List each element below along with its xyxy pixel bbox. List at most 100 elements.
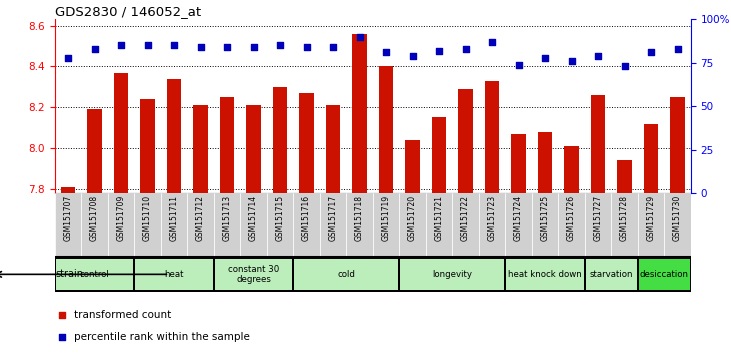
Point: [618, 63, 630, 69]
Point: [168, 42, 180, 48]
Text: constant 30
degrees: constant 30 degrees: [228, 265, 279, 284]
Text: control: control: [80, 270, 110, 279]
Bar: [507, 259, 584, 290]
Text: GSM151730: GSM151730: [673, 195, 682, 241]
Text: desiccation: desiccation: [640, 270, 689, 279]
Bar: [401, 259, 504, 290]
Point: [380, 50, 392, 55]
Text: starvation: starvation: [589, 270, 633, 279]
Text: heat knock down: heat knock down: [508, 270, 582, 279]
Text: GSM151714: GSM151714: [249, 195, 258, 241]
Bar: [586, 259, 637, 290]
Bar: [405, 140, 420, 193]
Bar: [81, 193, 108, 257]
Bar: [564, 146, 579, 193]
Text: cold: cold: [338, 270, 355, 279]
Point: [56, 334, 68, 339]
Bar: [135, 193, 161, 257]
Bar: [591, 95, 605, 193]
Text: GSM151721: GSM151721: [434, 195, 444, 241]
Text: GSM151708: GSM151708: [90, 195, 99, 241]
Bar: [664, 193, 691, 257]
Bar: [511, 134, 526, 193]
Text: GSM151712: GSM151712: [196, 195, 205, 241]
Point: [539, 55, 551, 61]
Point: [327, 44, 339, 50]
Point: [406, 53, 418, 59]
Text: strain: strain: [56, 269, 83, 279]
Point: [115, 42, 127, 48]
Bar: [215, 259, 292, 290]
Text: GSM151726: GSM151726: [567, 195, 576, 241]
Text: GSM151728: GSM151728: [620, 195, 629, 241]
Bar: [213, 193, 240, 257]
Text: GSM151719: GSM151719: [382, 195, 390, 241]
Bar: [639, 259, 690, 290]
Text: GSM151718: GSM151718: [355, 195, 364, 241]
Bar: [267, 193, 293, 257]
Bar: [87, 109, 102, 193]
Point: [460, 46, 471, 52]
Text: GSM151720: GSM151720: [408, 195, 417, 241]
Bar: [644, 124, 659, 193]
Bar: [273, 87, 287, 193]
Bar: [187, 193, 213, 257]
Bar: [55, 193, 81, 257]
Point: [62, 55, 74, 61]
Point: [645, 50, 657, 55]
Text: GDS2830 / 146052_at: GDS2830 / 146052_at: [55, 5, 201, 18]
Bar: [220, 97, 235, 193]
Bar: [505, 193, 531, 257]
Bar: [246, 105, 261, 193]
Text: GSM151717: GSM151717: [328, 195, 338, 241]
Text: transformed count: transformed count: [74, 310, 171, 320]
Point: [354, 34, 366, 40]
Text: GSM151722: GSM151722: [461, 195, 470, 241]
Point: [592, 53, 604, 59]
Bar: [193, 105, 208, 193]
Bar: [135, 259, 213, 290]
Bar: [425, 193, 452, 257]
Text: GSM151711: GSM151711: [170, 195, 178, 241]
Text: percentile rank within the sample: percentile rank within the sample: [74, 332, 250, 342]
Point: [194, 44, 206, 50]
Bar: [379, 67, 393, 193]
Bar: [240, 193, 267, 257]
Point: [221, 44, 233, 50]
Text: heat: heat: [164, 270, 183, 279]
Point: [566, 58, 577, 64]
Text: GSM151709: GSM151709: [116, 195, 126, 241]
Point: [486, 39, 498, 45]
Bar: [161, 193, 187, 257]
Bar: [107, 193, 135, 257]
Text: GSM151710: GSM151710: [143, 195, 152, 241]
Bar: [299, 93, 314, 193]
Text: GSM151724: GSM151724: [514, 195, 523, 241]
Bar: [399, 193, 425, 257]
Bar: [538, 132, 553, 193]
Bar: [140, 99, 155, 193]
Point: [88, 46, 100, 52]
Bar: [326, 105, 341, 193]
Bar: [61, 187, 75, 193]
Text: longevity: longevity: [432, 270, 472, 279]
Bar: [617, 160, 632, 193]
Text: GSM151716: GSM151716: [302, 195, 311, 241]
Bar: [346, 193, 373, 257]
Bar: [479, 193, 505, 257]
Bar: [114, 73, 129, 193]
Bar: [458, 89, 473, 193]
Point: [433, 48, 445, 53]
Point: [248, 44, 260, 50]
Bar: [56, 259, 133, 290]
Text: GSM151707: GSM151707: [64, 195, 72, 241]
Text: GSM151727: GSM151727: [594, 195, 602, 241]
Bar: [352, 34, 367, 193]
Bar: [452, 193, 479, 257]
Point: [300, 44, 312, 50]
Bar: [558, 193, 585, 257]
Text: GSM151725: GSM151725: [540, 195, 550, 241]
Text: GSM151723: GSM151723: [488, 195, 496, 241]
Point: [672, 46, 683, 52]
Point: [142, 42, 154, 48]
